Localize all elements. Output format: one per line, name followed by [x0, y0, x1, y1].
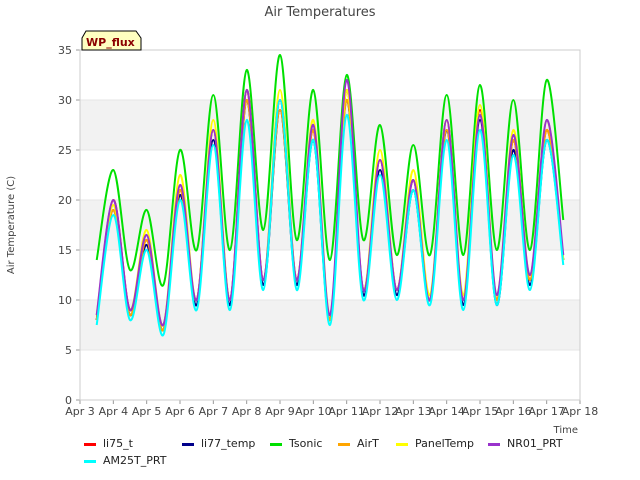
legend-label: NR01_PRT [507, 437, 563, 450]
x-tick-label: Apr 10 [295, 405, 332, 418]
legend: li75_t li77_temp Tsonic AirT PanelTemp NR01_P… [84, 437, 563, 467]
legend-item: NR01_PRT [488, 437, 563, 450]
plot-frame [79, 49, 581, 401]
series-line-nr01-prt [95, 78, 565, 327]
y-tick-label: 30 [58, 94, 72, 107]
legend-item: AM25T_PRT [84, 454, 167, 467]
legend-item: li75_t [84, 437, 134, 450]
x-tick-label: Apr 13 [395, 405, 432, 418]
series-line-am25t-prt [95, 99, 565, 337]
x-axis-label: Time [553, 425, 578, 436]
legend-item: PanelTemp [396, 437, 474, 450]
x-tick-label: Apr 11 [328, 405, 365, 418]
legend-swatch [270, 443, 282, 446]
y-tick-label: 0 [65, 394, 72, 407]
x-tick-label: Apr 4 [99, 405, 129, 418]
legend-label: PanelTemp [415, 437, 474, 450]
legend-label: Tsonic [288, 437, 322, 450]
x-tick-label: Apr 6 [165, 405, 195, 418]
legend-label: AM25T_PRT [103, 454, 167, 467]
x-tick-label: Apr 18 [562, 405, 599, 418]
legend-item: Tsonic [270, 437, 322, 450]
y-tick-label: 15 [58, 244, 72, 257]
y-tick-label: 5 [65, 344, 72, 357]
x-tick-label: Apr 15 [462, 405, 499, 418]
y-axis-label: Air Temperature (C) [6, 176, 17, 274]
y-tick-label: 10 [58, 294, 72, 307]
legend-swatch [338, 443, 350, 446]
legend-swatch [182, 443, 194, 446]
y-tick-label: 35 [58, 44, 72, 57]
x-tick-label: Apr 16 [495, 405, 532, 418]
grid-band [80, 100, 580, 150]
legend-swatch [84, 443, 96, 446]
x-tick-label: Apr 3 [65, 405, 95, 418]
legend-item: li77_temp [182, 437, 255, 450]
legend-item: AirT [338, 437, 379, 450]
x-tick-label: Apr 7 [199, 405, 229, 418]
legend-label: AirT [357, 437, 379, 450]
flux-badge: WP_flux [81, 30, 142, 51]
legend-label: li75_t [103, 437, 134, 450]
grid-band [80, 200, 580, 250]
x-tick-label: Apr 14 [428, 405, 465, 418]
x-tick-label: Apr 17 [528, 405, 565, 418]
legend-swatch [396, 443, 408, 446]
x-tick-label: Apr 5 [132, 405, 162, 418]
y-axis-ticks: 0 5 10 15 20 25 30 35 [58, 44, 80, 407]
legend-swatch [84, 460, 96, 463]
x-axis-ticks: Apr 3 Apr 4 Apr 5 Apr 6 Apr 7 Apr 8 Apr 9 Apr 1… [65, 400, 598, 418]
x-tick-label: Apr 8 [232, 405, 262, 418]
badge-label: WP_flux [86, 36, 135, 49]
x-tick-label: Apr 9 [265, 405, 295, 418]
legend-swatch [488, 443, 500, 446]
chart-title: Air Temperatures [264, 5, 375, 20]
x-tick-label: Apr 12 [362, 405, 399, 418]
legend-label: li77_temp [201, 437, 255, 450]
y-tick-label: 20 [58, 194, 72, 207]
series-line-tsonic [95, 53, 565, 287]
y-tick-label: 25 [58, 144, 72, 157]
data-series [95, 53, 565, 337]
badge-shape [81, 30, 142, 51]
